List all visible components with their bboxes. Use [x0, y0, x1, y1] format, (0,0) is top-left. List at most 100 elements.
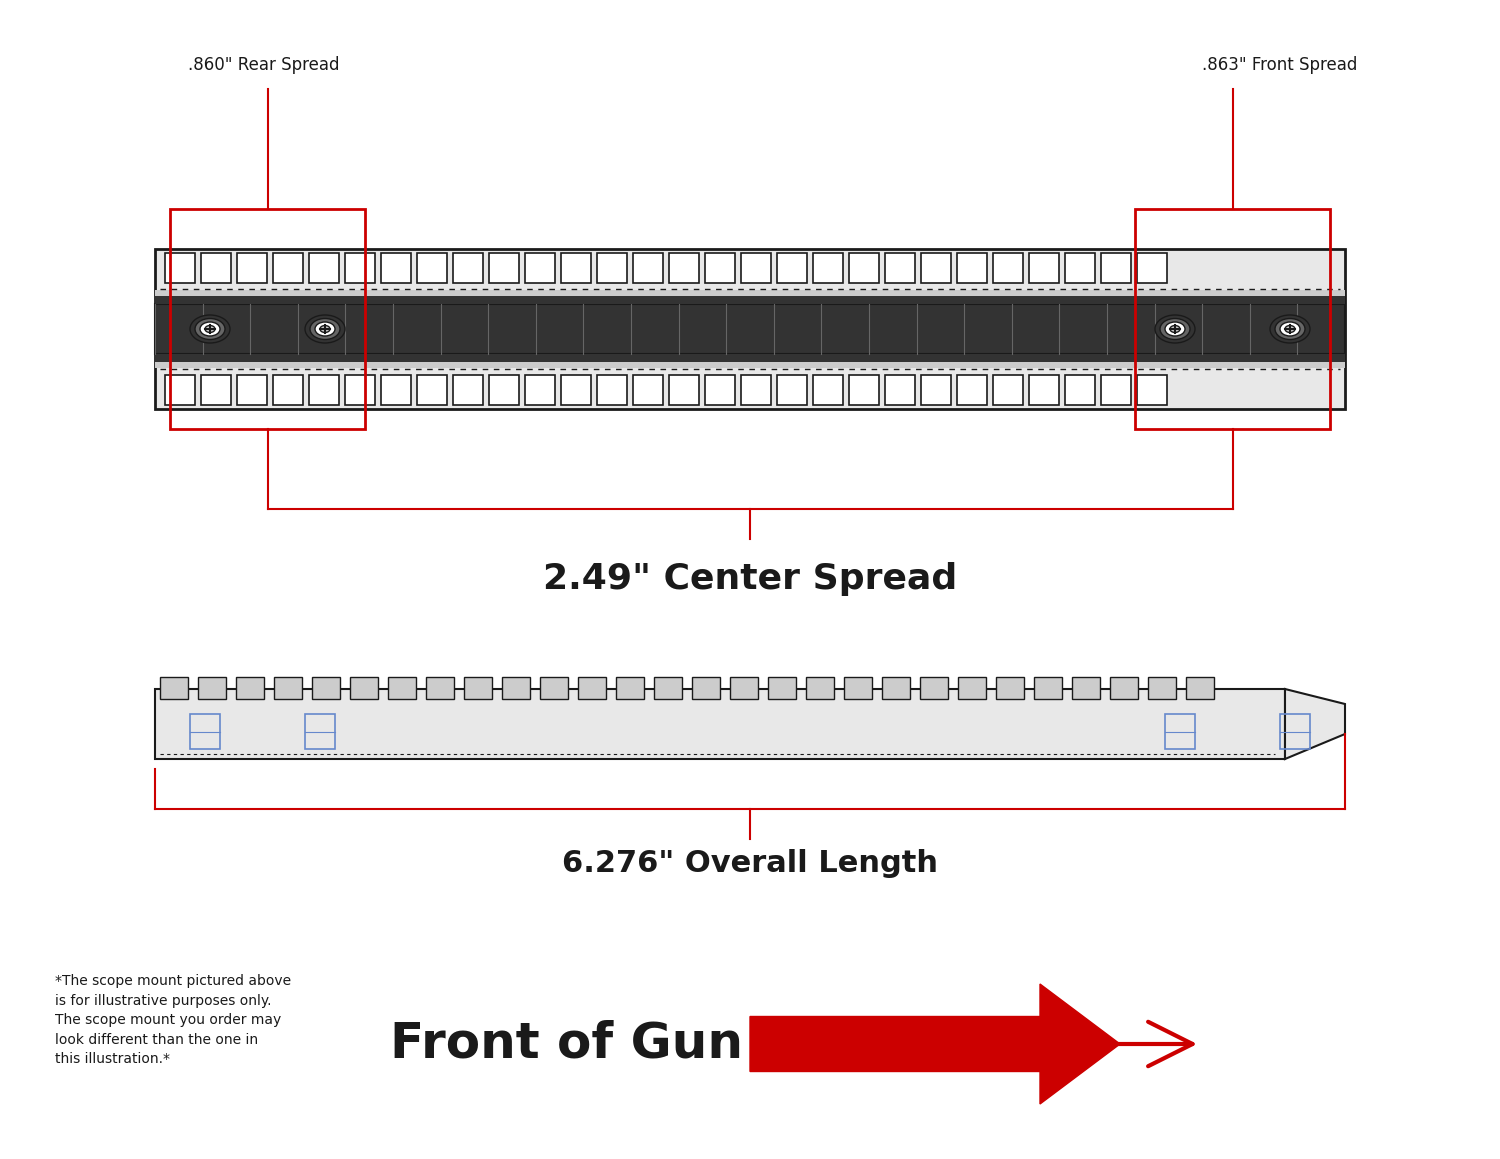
Bar	[345, 376, 375, 404]
Bar	[273, 253, 303, 283]
Bar	[417, 253, 447, 283]
Bar	[1136, 209, 1330, 429]
Bar	[309, 376, 339, 404]
Bar	[154, 249, 1346, 409]
Bar	[388, 677, 416, 699]
Bar	[489, 376, 519, 404]
Bar	[920, 677, 948, 699]
Ellipse shape	[1166, 322, 1185, 336]
Bar	[426, 677, 454, 699]
Bar	[154, 688, 1286, 759]
Bar	[381, 376, 411, 404]
Bar	[154, 296, 1346, 304]
Bar	[741, 253, 771, 283]
Ellipse shape	[206, 326, 214, 333]
Ellipse shape	[200, 322, 220, 336]
Bar	[849, 253, 879, 283]
Bar	[1029, 253, 1059, 283]
Bar	[806, 677, 834, 699]
Bar	[849, 376, 879, 404]
Bar	[309, 253, 339, 283]
Bar	[885, 253, 915, 283]
Text: .863" Front Spread: .863" Front Spread	[1203, 56, 1358, 74]
Bar	[417, 376, 447, 404]
Bar	[705, 253, 735, 283]
Bar	[882, 677, 910, 699]
Bar	[957, 376, 987, 404]
Bar	[633, 376, 663, 404]
Bar	[304, 714, 334, 749]
Bar	[190, 714, 220, 749]
Bar	[540, 677, 568, 699]
Ellipse shape	[1155, 315, 1196, 343]
Bar	[503, 677, 530, 699]
Bar	[993, 376, 1023, 404]
Ellipse shape	[190, 315, 230, 343]
Bar	[525, 376, 555, 404]
Bar	[597, 253, 627, 283]
Bar	[597, 376, 627, 404]
Text: *The scope mount pictured above
is for illustrative purposes only.
The scope mou: *The scope mount pictured above is for i…	[56, 974, 291, 1066]
Bar	[170, 209, 364, 429]
Bar	[996, 677, 1024, 699]
Bar	[993, 253, 1023, 283]
Bar	[705, 376, 735, 404]
Ellipse shape	[1280, 322, 1300, 336]
Bar	[274, 677, 302, 699]
Ellipse shape	[1275, 319, 1305, 340]
Bar	[464, 677, 492, 699]
Ellipse shape	[1286, 326, 1294, 333]
Ellipse shape	[195, 319, 225, 340]
Bar	[921, 376, 951, 404]
Bar	[345, 253, 375, 283]
Bar	[1186, 677, 1214, 699]
Bar	[1072, 677, 1100, 699]
Bar	[312, 677, 340, 699]
Bar	[1065, 376, 1095, 404]
Ellipse shape	[304, 315, 345, 343]
FancyArrow shape	[750, 984, 1120, 1105]
Polygon shape	[1286, 688, 1346, 759]
Bar	[160, 677, 188, 699]
Bar	[154, 353, 1346, 362]
Bar	[1137, 376, 1167, 404]
Bar	[844, 677, 871, 699]
Bar	[692, 677, 720, 699]
Bar	[237, 253, 267, 283]
Bar	[578, 677, 606, 699]
Bar	[201, 376, 231, 404]
Ellipse shape	[1160, 319, 1190, 340]
Bar	[381, 253, 411, 283]
Bar	[453, 376, 483, 404]
Bar	[1280, 714, 1310, 749]
Bar	[201, 253, 231, 283]
Ellipse shape	[310, 319, 340, 340]
Bar	[669, 376, 699, 404]
Bar	[237, 376, 267, 404]
Bar	[165, 253, 195, 283]
Ellipse shape	[315, 322, 334, 336]
Bar	[777, 253, 807, 283]
Bar	[1166, 714, 1196, 749]
Bar	[730, 677, 758, 699]
Bar	[350, 677, 378, 699]
Text: Front of Gun: Front of Gun	[390, 1020, 742, 1067]
Bar	[1065, 253, 1095, 283]
Bar	[768, 677, 796, 699]
Bar	[777, 376, 807, 404]
Bar	[1148, 677, 1176, 699]
Bar	[489, 253, 519, 283]
Bar	[813, 376, 843, 404]
Text: .860" Rear Spread: .860" Rear Spread	[188, 56, 339, 74]
Bar	[958, 677, 986, 699]
Text: 2.49" Center Spread: 2.49" Center Spread	[543, 562, 957, 596]
Bar	[525, 253, 555, 283]
Bar	[813, 253, 843, 283]
Bar	[561, 376, 591, 404]
Bar	[885, 376, 915, 404]
Bar	[273, 376, 303, 404]
Bar	[654, 677, 682, 699]
Bar	[165, 376, 195, 404]
Bar	[1137, 253, 1167, 283]
Bar	[154, 362, 1346, 369]
